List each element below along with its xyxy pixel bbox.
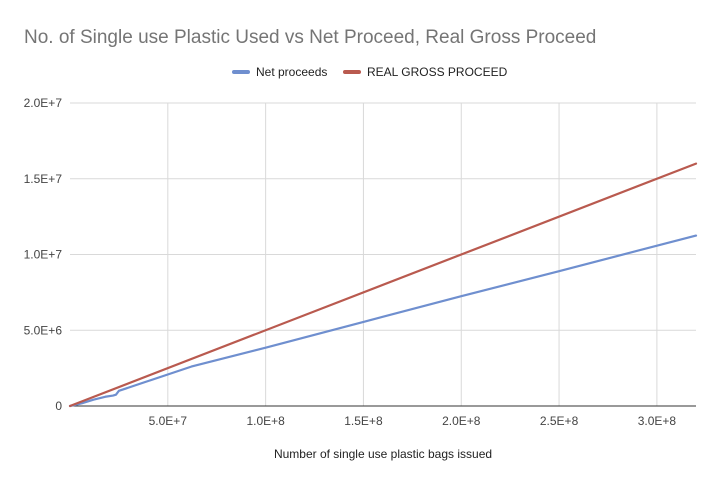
y-tick-label: 2.0E+7	[24, 96, 63, 110]
x-axis-title: Number of single use plastic bags issued	[274, 447, 492, 461]
legend-label: Net proceeds	[256, 65, 327, 79]
y-axis: 0 5.0E+6 1.0E+7 1.5E+7 2.0E+7	[24, 96, 63, 413]
chart-title: No. of Single use Plastic Used vs Net Pr…	[24, 27, 596, 48]
legend-item-net-proceeds: Net proceeds	[232, 65, 327, 79]
x-tick-label: 3.0E+8	[638, 414, 677, 428]
legend-label: REAL GROSS PROCEED	[367, 65, 508, 79]
grid-lines	[70, 102, 696, 406]
x-tick-label: 1.5E+8	[344, 414, 383, 428]
x-tick-label: 5.0E+7	[149, 414, 188, 428]
legend-item-real-gross-proceed: REAL GROSS PROCEED	[343, 65, 508, 79]
x-tick-label: 2.0E+8	[442, 414, 481, 428]
series-layer	[68, 162, 698, 408]
x-tick-label: 1.0E+8	[246, 414, 285, 428]
y-tick-label: 5.0E+6	[24, 323, 63, 337]
series-line-real-gross-proceed	[68, 162, 698, 408]
x-axis: 5.0E+7 1.0E+8 1.5E+8 2.0E+8 2.5E+8 3.0E+8	[70, 405, 696, 428]
legend: Net proceeds REAL GROSS PROCEED	[232, 65, 508, 79]
y-tick-label: 1.0E+7	[24, 248, 63, 262]
y-tick-label: 0	[55, 399, 62, 413]
x-tick-label: 2.5E+8	[540, 414, 579, 428]
y-tick-label: 1.5E+7	[24, 172, 63, 186]
series-line-net-proceeds	[68, 234, 698, 408]
